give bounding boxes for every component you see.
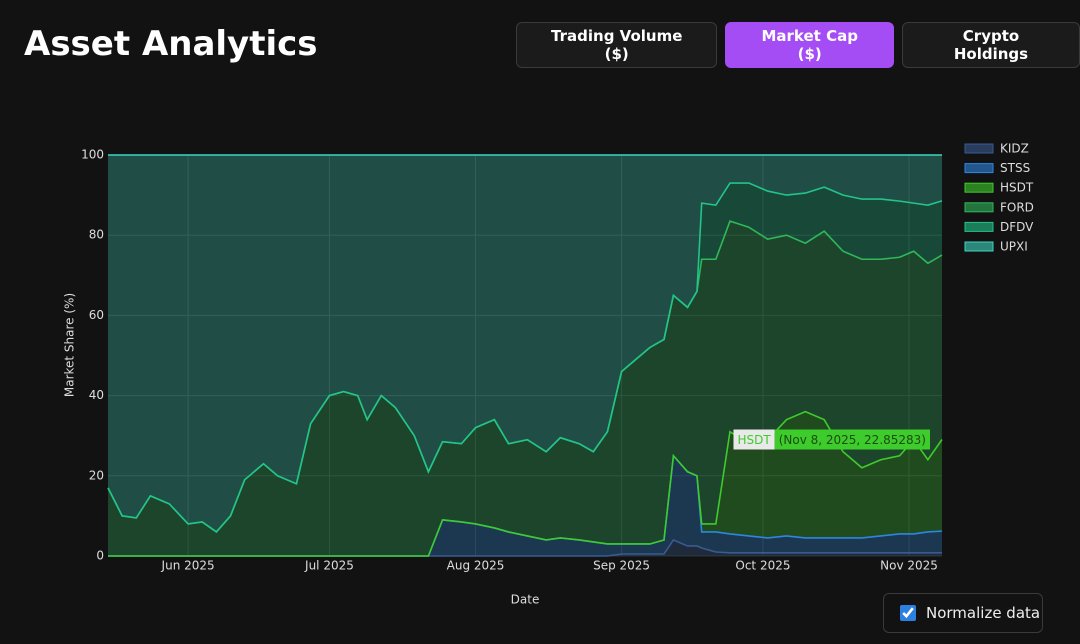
legend-label: FORD	[1000, 200, 1034, 214]
legend-swatch	[964, 241, 994, 252]
tooltip-name: HSDT	[737, 433, 771, 447]
tooltip-text: (Nov 8, 2025, 22.85283)	[779, 433, 926, 447]
tab-button[interactable]: Trading Volume ($)	[516, 22, 718, 68]
series-line	[108, 410, 943, 557]
y-tick-label: 20	[89, 468, 104, 482]
area-fill	[108, 539, 942, 556]
tooltip-name-box	[733, 429, 775, 450]
legend-label: KIDZ	[1000, 142, 1029, 156]
x-tick-label: Nov 2025	[880, 559, 938, 573]
series-line	[107, 182, 943, 534]
legend-label: STSS	[1000, 161, 1030, 175]
legend-swatch	[964, 163, 994, 174]
legend-swatch	[964, 202, 994, 213]
lines	[107, 154, 943, 557]
tab-button[interactable]: Market Cap ($)	[725, 22, 894, 68]
x-axis-label: Date	[511, 593, 540, 607]
area-fill	[108, 155, 942, 532]
y-tick-label: 100	[81, 148, 104, 162]
x-tick-label: Aug 2025	[447, 559, 505, 573]
y-tick-label: 40	[89, 388, 104, 402]
legend-swatch	[964, 221, 994, 232]
tooltip-value-box	[774, 429, 930, 450]
legend-label: DFDV	[1000, 220, 1034, 234]
tooltip: HSDT (Nov 8, 2025, 22.85283)	[733, 429, 930, 450]
legend-label: HSDT	[1000, 181, 1034, 195]
x-tick-label: Jun 2025	[161, 559, 215, 573]
tab-button[interactable]: Crypto Holdings	[902, 22, 1080, 68]
legend-swatch	[964, 143, 994, 154]
area-fill	[108, 183, 942, 532]
legend-swatch	[964, 182, 994, 193]
y-axis-label: Market Share (%)	[63, 293, 77, 397]
tab-bar: Trading Volume ($) Market Cap ($) Crypto H…	[516, 22, 1080, 68]
normalize-toggle[interactable]: Normalize data	[883, 593, 1043, 633]
plot-background	[108, 155, 942, 556]
x-tick-label: Sep 2025	[593, 559, 650, 573]
areas	[108, 155, 942, 557]
legend-label: UPXI	[1000, 240, 1028, 254]
page-title: Asset Analytics	[24, 24, 318, 64]
y-tick-label: 80	[89, 228, 104, 242]
area-fill	[108, 221, 942, 557]
x-tick-label: Oct 2025	[735, 559, 790, 573]
normalize-checkbox[interactable]	[900, 605, 916, 621]
y-tick-label: 60	[89, 308, 104, 322]
x-tick-label: Jul 2025	[304, 559, 354, 573]
normalize-label: Normalize data	[926, 604, 1041, 622]
y-tick-label: 0	[96, 549, 104, 563]
